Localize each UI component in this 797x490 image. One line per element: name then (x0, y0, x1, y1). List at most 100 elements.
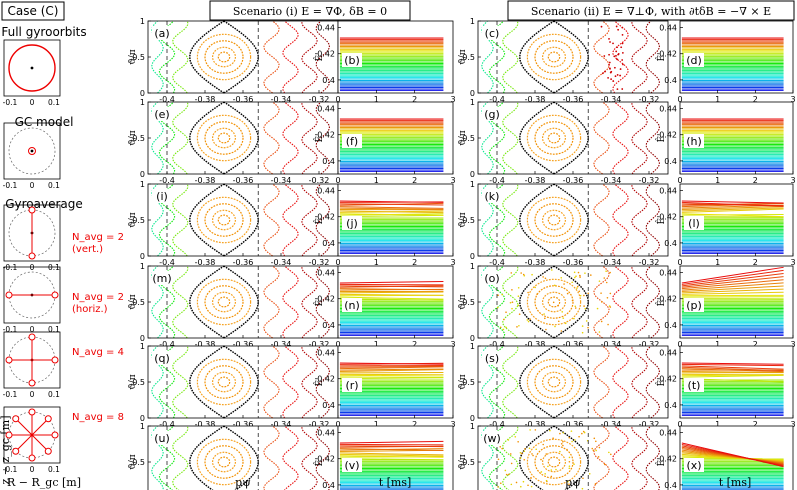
panel-frame (337, 265, 454, 339)
island-contour (547, 456, 561, 468)
energy-ylabel: Ê' (313, 133, 325, 142)
island-contour (204, 121, 244, 155)
orbit-tick-label: 0.1 (48, 465, 60, 474)
poincare-orbit-curve (645, 425, 660, 490)
island-contour (541, 371, 566, 393)
energy-trace (681, 269, 784, 285)
panel-b: 0.4 0.42 0.44 0 1 2 3 Ê' (b) (313, 20, 456, 104)
x-tick-label: -0.4 (489, 258, 505, 267)
y-tick-label: 0.44 (659, 24, 677, 33)
chaotic-point (560, 443, 563, 445)
island-contour (217, 456, 231, 468)
y-tick-label: 0.44 (659, 187, 677, 196)
chaotic-point (511, 301, 514, 303)
separatrix-left (519, 265, 555, 339)
x-tick-label: -0.32 (309, 340, 330, 349)
separatrix-left (519, 345, 555, 419)
separatrix-right (553, 425, 589, 490)
y-tick-label: 0.42 (659, 213, 677, 222)
x-tick-label: -0.38 (525, 95, 546, 104)
poincare-orbit-curve (172, 101, 189, 175)
gyro-orbit-circle (8, 127, 56, 175)
x-tick-label: 3 (450, 95, 455, 104)
island-contour (196, 358, 252, 406)
poincare-orbit-curve (172, 265, 189, 339)
chaotic-point (515, 481, 518, 484)
poincare-orbit-curve (631, 345, 648, 419)
panel-letter-bg (152, 107, 172, 121)
chaotic-point (517, 304, 520, 307)
energy-ylabel: Ê' (313, 52, 325, 61)
x-tick-label: 2 (753, 420, 758, 429)
chaotic-point (612, 42, 614, 45)
panel-frame (337, 345, 454, 419)
y-tick-label: 0.44 (659, 269, 677, 278)
energy-xlabel-left: t [ms] (379, 476, 412, 489)
chaotic-point (545, 479, 548, 482)
y-tick-label: 0.4 (322, 157, 335, 166)
chaotic-point (579, 274, 581, 277)
poincare-orbit-curve (612, 345, 629, 419)
panel-frame (679, 425, 794, 490)
y-tick-label: 0.42 (317, 375, 335, 384)
energy-trace (339, 366, 444, 370)
y-tick-label: 0 (140, 334, 145, 343)
chaotic-point (601, 72, 604, 75)
chaotic-point (604, 70, 606, 73)
y-tick-label: 0.5 (132, 134, 145, 143)
chaotic-point (559, 450, 561, 453)
x-tick-label: 0 (335, 176, 340, 185)
poincare-orbit-curve (315, 183, 330, 257)
gyro-label-2-note: (horiz.) (72, 304, 108, 315)
energy-ylabel: Ê' (313, 215, 325, 224)
panel-letter-bg (152, 431, 172, 445)
chaotic-point (574, 305, 577, 308)
energy-trace (681, 213, 784, 218)
chaotic-point (598, 446, 601, 449)
gyro-sample-point (44, 415, 52, 423)
island-contour (204, 203, 244, 237)
x-tick-label: 2 (753, 176, 758, 185)
x-tick-label: 1 (715, 340, 720, 349)
chaotic-point (501, 447, 503, 450)
chaotic-point (595, 440, 597, 443)
panel-f: 0.4 0.42 0.44 0 1 2 3 Ê' (f) (313, 101, 456, 185)
chaotic-point (562, 440, 564, 443)
panel-letter: (e) (154, 108, 169, 121)
panel-frame (477, 101, 669, 175)
panel-letter: (d) (686, 54, 702, 67)
separatrix-left (189, 183, 225, 257)
chaotic-point (619, 68, 622, 70)
panel-letter: (p) (686, 299, 702, 312)
chaotic-point (595, 449, 597, 452)
chaotic-point (620, 46, 623, 49)
y-tick-label: 0.5 (132, 216, 145, 225)
poincare-orbit-curve (631, 101, 648, 175)
panel-letter-bg (684, 53, 704, 67)
orbit-axes-box (3, 266, 61, 324)
x-tick-label: 0 (677, 340, 682, 349)
island-contour (541, 46, 566, 68)
panel-letter: (w) (483, 432, 501, 445)
panel-h: 0.4 0.42 0.44 0 1 2 3 Ê' (h) (655, 101, 796, 185)
island-contour (217, 296, 231, 308)
left-xlabel: R − R_gc [m] (7, 476, 81, 489)
chaotic-point (523, 450, 526, 453)
gyro-orbit-circle (8, 44, 56, 92)
x-tick-label: -0.38 (525, 176, 546, 185)
chaotic-point (606, 296, 609, 299)
x-tick-label: -0.34 (271, 340, 292, 349)
energy-trace (681, 291, 784, 295)
chaotic-point (564, 322, 567, 325)
chaotic-point (522, 480, 525, 483)
chaotic-point (608, 63, 610, 66)
chaotic-point (568, 465, 571, 467)
island-contour (534, 285, 574, 319)
x-tick-label: -0.34 (601, 340, 622, 349)
separatrix-right (553, 20, 589, 94)
poincare-orbit-curve (645, 20, 660, 94)
chaotic-point (568, 467, 571, 470)
x-tick-label: 0 (335, 340, 340, 349)
x-tick-label: -0.36 (233, 95, 254, 104)
separatrix-left (189, 425, 225, 490)
